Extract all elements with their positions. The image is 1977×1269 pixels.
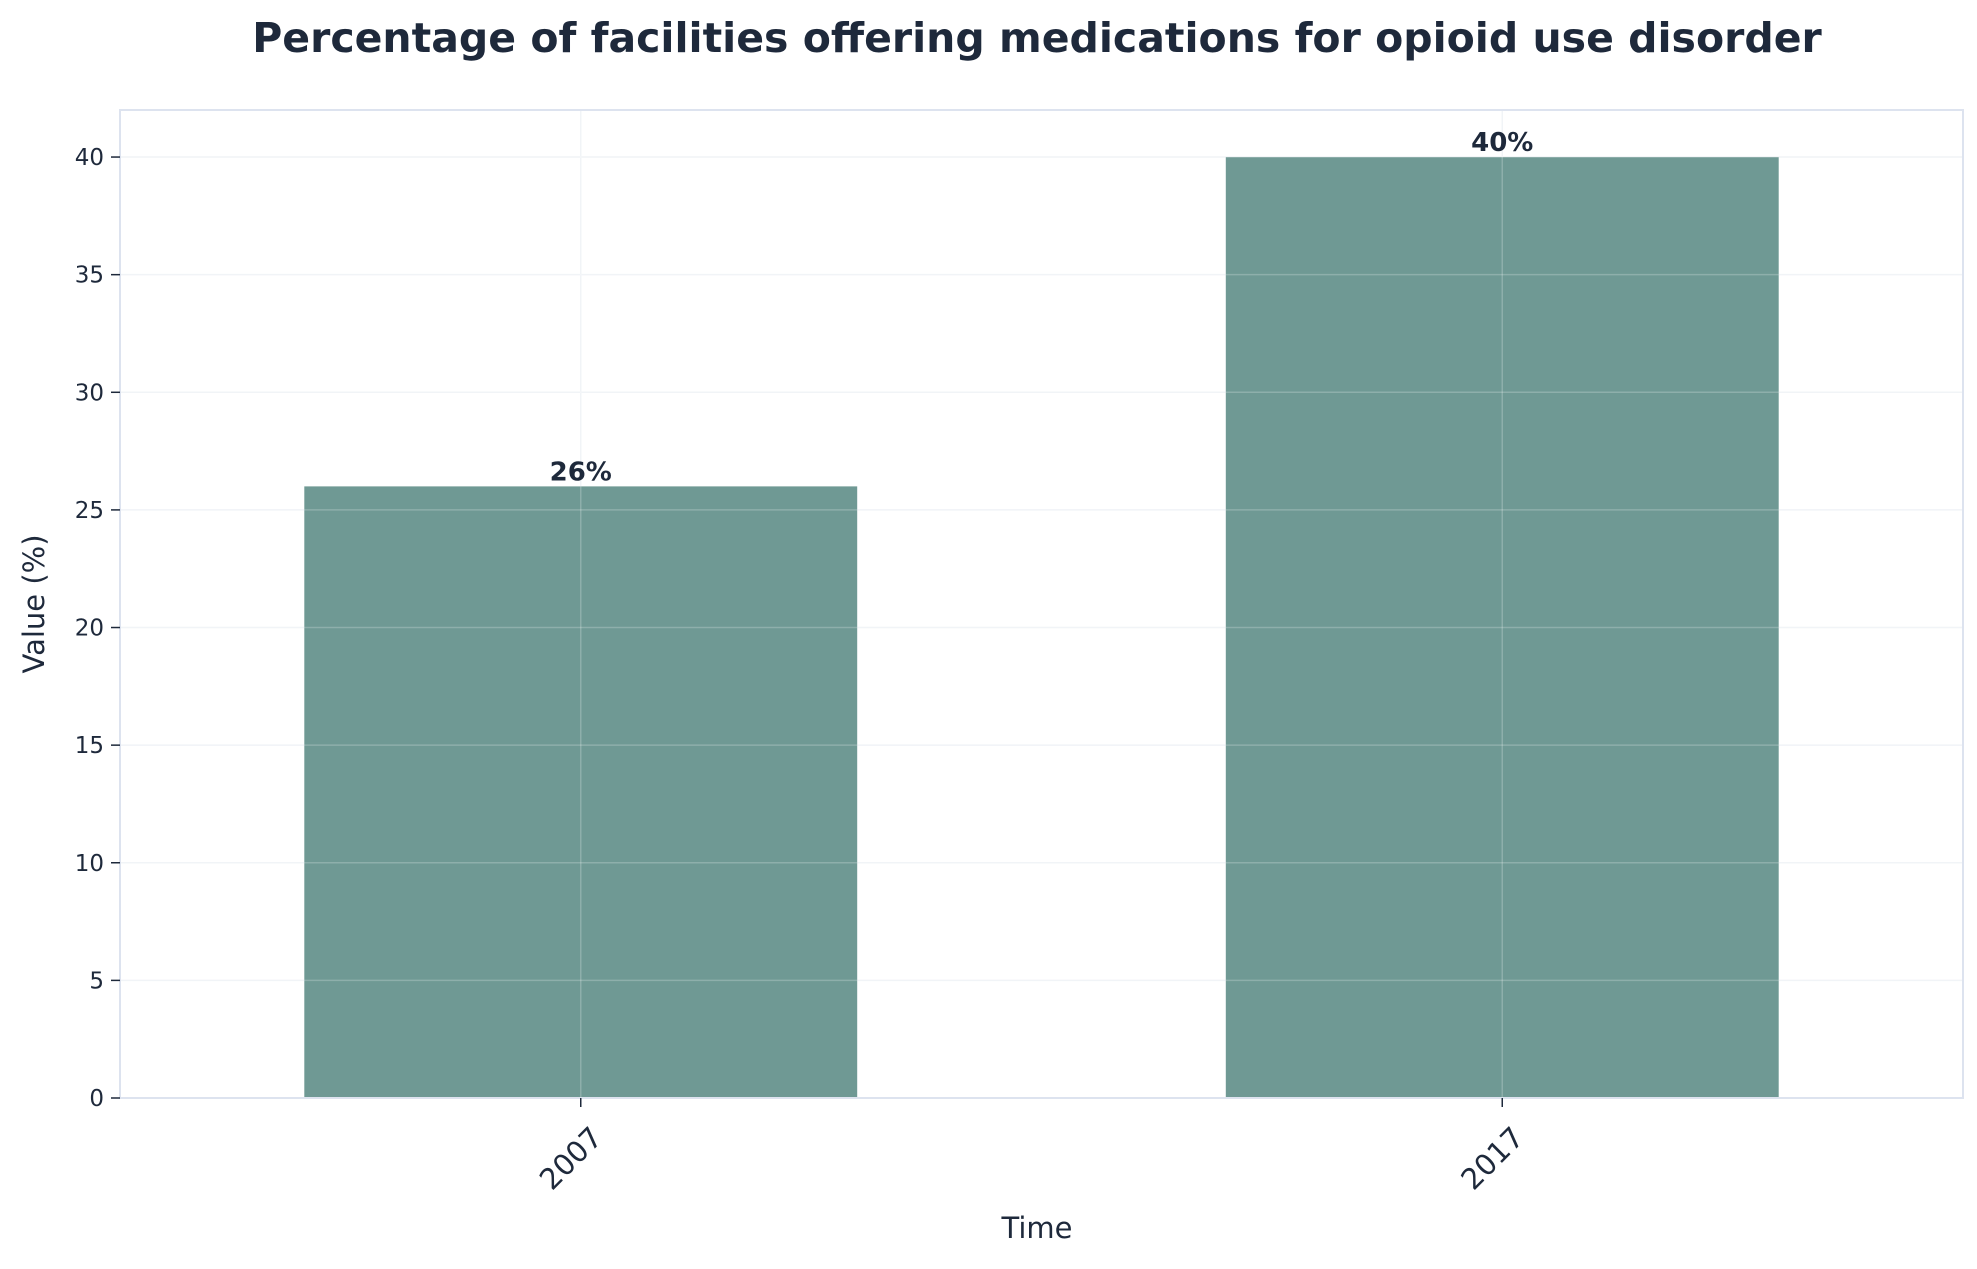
y-tick-label: 10 [75,851,104,877]
y-tick-label: 20 [75,616,104,642]
bars [304,157,1779,1099]
y-tick-label: 30 [75,380,104,406]
data-labels: 26% 40% [550,128,1534,487]
y-tick-label: 15 [75,733,104,759]
x-axis-ticks: 2007 2017 [533,1098,1530,1196]
x-axis-label: Time [1001,1211,1073,1245]
data-label-2017: 40% [1471,128,1533,158]
bar-2007 [304,486,858,1098]
x-tick-label: 2007 [533,1120,609,1196]
plot-frame [119,109,1964,1099]
chart-title: Percentage of facilities offering medica… [252,14,1822,62]
x-tick-label: 2017 [1454,1120,1530,1196]
bar-2017 [1225,157,1779,1099]
y-tick-label: 0 [89,1086,104,1112]
y-tick-label: 35 [75,263,104,289]
data-label-2007: 26% [550,457,612,487]
y-axis-ticks: 0 5 10 15 20 25 30 35 40 [75,145,120,1112]
y-axis-label: Value (%) [17,534,51,673]
y-tick-label: 5 [89,968,104,994]
y-tick-label: 40 [75,145,104,171]
y-tick-label: 25 [75,498,104,524]
